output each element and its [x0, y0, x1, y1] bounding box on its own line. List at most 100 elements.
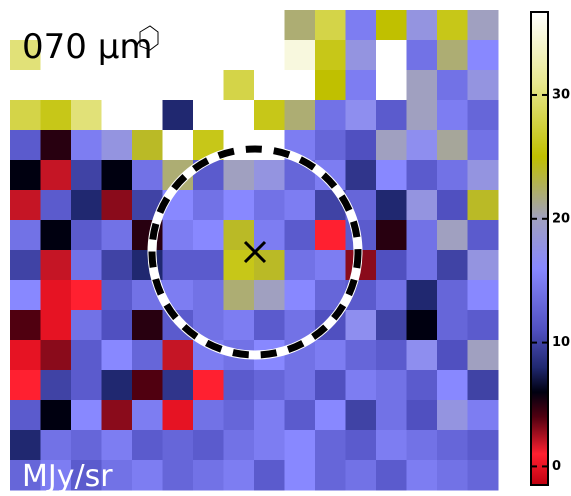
pixel [376, 370, 407, 401]
pixel [376, 250, 407, 281]
pixel [406, 460, 438, 491]
pixel [101, 130, 133, 161]
pixel [345, 370, 377, 401]
pixel [10, 190, 41, 221]
pixel [467, 220, 499, 251]
pixel [254, 370, 285, 401]
pixel [71, 10, 102, 41]
pixel [345, 100, 377, 131]
pixel [71, 400, 102, 431]
pixel [162, 430, 194, 461]
pixel [376, 10, 407, 41]
pixel [223, 430, 255, 461]
pixel [101, 430, 133, 461]
pixel [315, 340, 346, 371]
pixel [315, 370, 346, 401]
pixel [437, 130, 468, 161]
pixel [406, 220, 438, 251]
pixel [467, 100, 499, 131]
pixel [406, 340, 438, 371]
pixel [40, 460, 72, 491]
pixel [406, 100, 438, 131]
pixel [467, 160, 499, 191]
colorbar [530, 11, 549, 486]
pixel [40, 10, 72, 41]
pixel [71, 310, 102, 341]
pixel [467, 400, 499, 431]
pixel [406, 400, 438, 431]
pixel [254, 10, 285, 41]
pixel [132, 400, 163, 431]
pixel [10, 370, 41, 401]
pixel [101, 70, 133, 101]
pixel [254, 160, 285, 191]
aperture [148, 145, 362, 359]
pixel [315, 460, 346, 491]
pixel [345, 70, 377, 101]
pixel [376, 100, 407, 131]
pixel [406, 370, 438, 401]
pixel [101, 100, 133, 131]
pixel [101, 400, 133, 431]
pixel [162, 220, 194, 251]
pixel [376, 70, 407, 101]
pixel [132, 130, 163, 161]
pixel [193, 70, 224, 101]
pixel [162, 130, 194, 161]
pixel [284, 250, 316, 281]
pixel [223, 160, 255, 191]
pixel [376, 190, 407, 221]
pixel [345, 160, 377, 191]
pixel [437, 340, 468, 371]
pixel [315, 40, 346, 71]
pixel [437, 430, 468, 461]
pixel [376, 400, 407, 431]
pixel [315, 430, 346, 461]
pixel [284, 280, 316, 311]
pixel [71, 430, 102, 461]
pixel [254, 220, 285, 251]
pixel [467, 460, 499, 491]
pixel [193, 460, 224, 491]
pixel [345, 400, 377, 431]
pixel [40, 190, 72, 221]
pixel [10, 250, 41, 281]
pixel [467, 10, 499, 41]
pixel [71, 220, 102, 251]
pixel [376, 280, 407, 311]
pixel [40, 220, 72, 251]
pixel [284, 100, 316, 131]
pixel [284, 220, 316, 251]
pixel [406, 430, 438, 461]
pixel [40, 340, 72, 371]
pixel [406, 70, 438, 101]
pixel [437, 460, 468, 491]
pixel [254, 310, 285, 341]
pixel [223, 10, 255, 41]
pixel [437, 370, 468, 401]
pixel [467, 340, 499, 371]
pixel [101, 250, 133, 281]
pixel [193, 10, 224, 41]
pixel [437, 10, 468, 41]
pixel [71, 370, 102, 401]
pixel [437, 100, 468, 131]
pixel [162, 250, 194, 281]
pixel [101, 10, 133, 41]
pixel [467, 250, 499, 281]
pixel [132, 370, 163, 401]
pixel [193, 100, 224, 131]
pixel [406, 10, 438, 41]
pixel [71, 70, 102, 101]
pixel [254, 400, 285, 431]
pixel [376, 310, 407, 341]
pixel [223, 460, 255, 491]
colorbar-tick-label: 20 [552, 211, 570, 226]
pixel [40, 430, 72, 461]
pixel [40, 250, 72, 281]
pixel [376, 40, 407, 71]
pixel [101, 280, 133, 311]
pixel [315, 130, 346, 161]
pixel [40, 40, 72, 71]
pixel [437, 40, 468, 71]
